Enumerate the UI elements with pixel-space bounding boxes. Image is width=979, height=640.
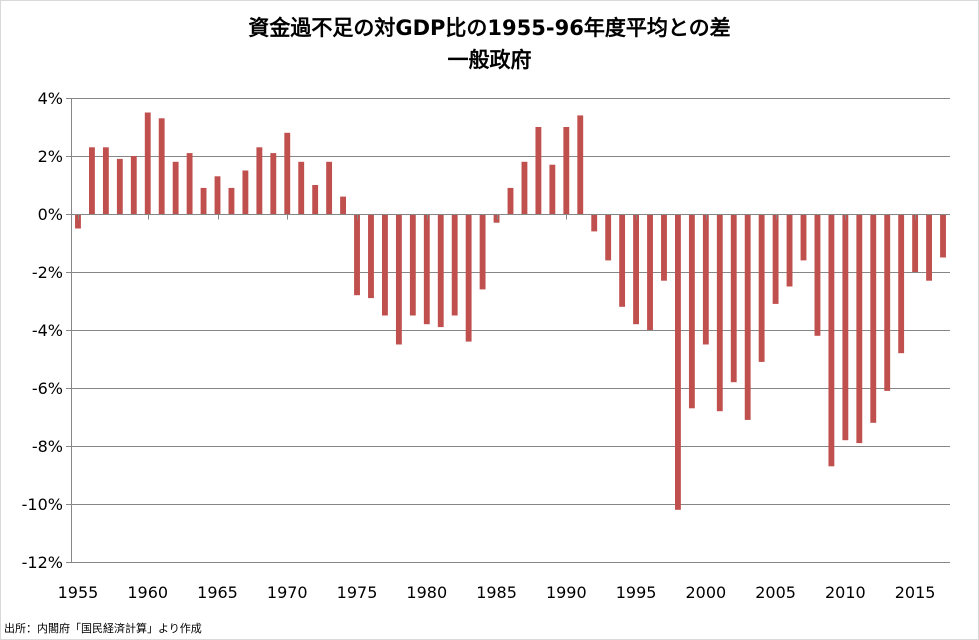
- y-tick-label: -10%: [22, 495, 63, 514]
- bar-1980: [423, 214, 430, 325]
- x-tick-label: 1955: [58, 583, 99, 602]
- bar-2008: [814, 214, 821, 336]
- y-tick-label: -2%: [32, 263, 63, 282]
- x-tick-label: 1990: [546, 583, 587, 602]
- y-tick-label: -12%: [22, 553, 63, 572]
- bar-1959: [130, 156, 137, 214]
- x-tick-label: 2000: [685, 583, 726, 602]
- bar-2006: [786, 214, 793, 287]
- bar-1975: [354, 214, 360, 296]
- bar-1957: [102, 147, 109, 214]
- y-tick-label: 2%: [38, 147, 63, 166]
- bar-1974: [340, 196, 346, 214]
- bar-1968: [256, 147, 263, 214]
- bar-2016: [926, 214, 932, 281]
- bar-2003: [744, 214, 751, 420]
- bar-2012: [870, 214, 877, 423]
- bar-2004: [758, 214, 765, 362]
- bar-1993: [605, 214, 612, 261]
- bar-1972: [312, 185, 319, 214]
- x-tick-label: 1970: [267, 583, 308, 602]
- bar-1976: [368, 214, 374, 299]
- x-tick-label: 2015: [895, 583, 936, 602]
- x-tick-label: 2010: [825, 583, 866, 602]
- x-tick-label: 2005: [755, 583, 796, 602]
- bar-2007: [800, 214, 807, 261]
- x-tick-label: 1995: [616, 583, 657, 602]
- bar-1965: [214, 176, 221, 214]
- x-axis-tick-labels: 1955 1960 1965 1970 1975 1980 1985 1990 1995 2000…: [58, 583, 936, 602]
- bar-2011: [856, 214, 863, 444]
- y-tick-label: -4%: [32, 321, 63, 340]
- bar-2013: [884, 214, 891, 391]
- bar-1970: [284, 132, 291, 214]
- bar-2015: [912, 214, 919, 272]
- bar-2000: [702, 214, 709, 345]
- bar-1996: [647, 214, 653, 330]
- y-tick-label: -8%: [32, 437, 63, 456]
- bar-1991: [577, 115, 584, 214]
- x-tick-label: 1965: [197, 583, 238, 602]
- bar-2017: [940, 214, 946, 258]
- bar-1979: [409, 214, 416, 316]
- bar-1997: [661, 214, 667, 281]
- bar-1969: [270, 153, 277, 214]
- bar-1992: [591, 214, 598, 232]
- source-note: 出所：内閣府「国民経済計算」より作成: [4, 622, 202, 635]
- bar-1983: [465, 214, 472, 342]
- bar-1964: [200, 187, 207, 214]
- bar-1960: [144, 112, 151, 214]
- bar-1971: [298, 161, 305, 214]
- bar-2009: [828, 214, 835, 467]
- bar-2002: [730, 214, 737, 383]
- bar-1987: [521, 161, 528, 214]
- bar-2010: [842, 214, 849, 441]
- bar-1978: [395, 214, 402, 345]
- bar-1989: [549, 164, 556, 214]
- bar-2014: [898, 214, 905, 354]
- bar-1955: [75, 214, 81, 229]
- bar-1995: [633, 214, 639, 325]
- x-tick-label: 1975: [337, 583, 378, 602]
- chart-title: 資金過不足の対GDP比の1955-96年度平均との差: [248, 16, 731, 40]
- bar-1981: [437, 214, 444, 328]
- bar-1973: [326, 161, 333, 214]
- bar-1985: [493, 214, 500, 223]
- bar-1986: [507, 187, 514, 214]
- bar-1998: [675, 214, 681, 510]
- bar-1963: [186, 153, 193, 214]
- bar-1958: [116, 158, 123, 214]
- bar-1967: [242, 170, 249, 214]
- bar-1982: [451, 214, 458, 316]
- x-tick-label: 1985: [476, 583, 517, 602]
- bar-1990: [563, 127, 570, 214]
- chart-subtitle: 一般政府: [447, 48, 532, 72]
- y-axis-tick-labels: 4% 2% 0% -2% -4% -6% -8% -10% -12%: [22, 89, 63, 572]
- bar-2001: [716, 214, 723, 412]
- bar-1961: [158, 118, 165, 214]
- y-tick-label: 0%: [38, 205, 63, 224]
- bar-1962: [172, 161, 179, 214]
- bar-1977: [382, 214, 388, 316]
- bar-1984: [479, 214, 486, 290]
- bar-1999: [688, 214, 695, 409]
- bar-1956: [89, 147, 95, 214]
- bar-series: [75, 112, 946, 510]
- x-tick-label: 1980: [406, 583, 447, 602]
- bar-1966: [228, 187, 235, 214]
- x-tick-label: 1960: [127, 583, 168, 602]
- bar-2005: [772, 214, 779, 304]
- bar-1988: [535, 127, 542, 214]
- y-tick-label: 4%: [38, 89, 63, 108]
- axes: [66, 98, 950, 563]
- y-tick-label: -6%: [32, 379, 63, 398]
- bar-1994: [619, 214, 626, 307]
